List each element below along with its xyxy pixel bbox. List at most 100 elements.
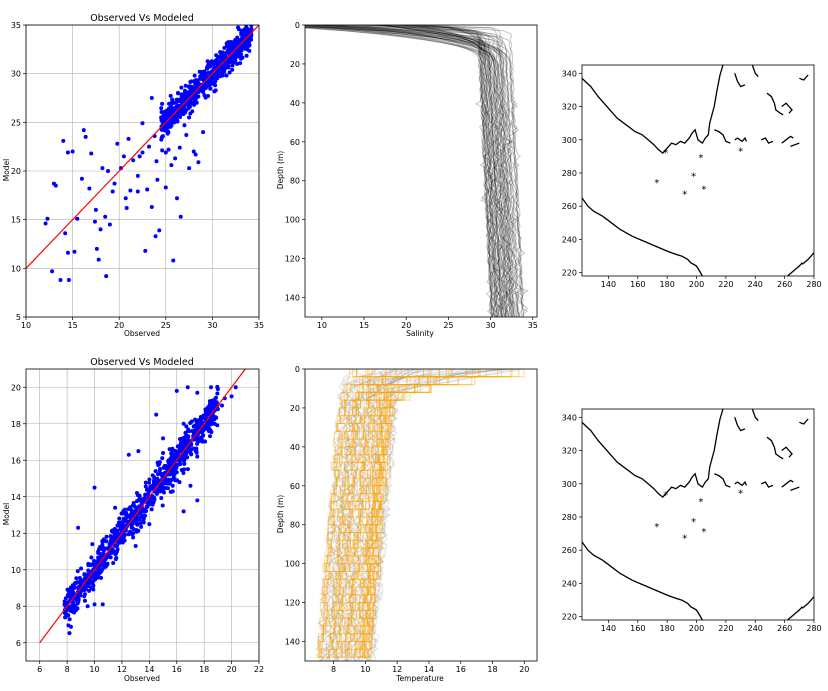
scatter-point — [187, 166, 192, 171]
salinity-profile-line — [355, 25, 500, 317]
scatter-point — [177, 449, 182, 454]
scatter-point — [93, 573, 98, 578]
scatter-point — [53, 183, 58, 188]
scatter-point — [87, 186, 92, 191]
temperature-profile-line — [331, 369, 397, 658]
scatter-point — [207, 399, 212, 404]
scatter-point — [195, 454, 200, 459]
scatter-point — [150, 473, 155, 478]
scatter-point — [126, 507, 131, 512]
scatter-point — [208, 434, 213, 439]
y-tick-label: 40 — [290, 99, 300, 108]
salinity-profile-line — [375, 25, 516, 317]
scatter-point — [123, 518, 128, 523]
scatter-point — [194, 450, 199, 455]
temperature-profile-line — [335, 369, 507, 661]
coastline-segment — [766, 92, 784, 116]
scatter-point — [179, 85, 184, 90]
scatter-point — [152, 481, 157, 486]
x-tick-label: 30 — [486, 321, 496, 330]
scatter-point — [231, 57, 236, 62]
y-tick-label: 12 — [11, 529, 21, 538]
scatter-point — [70, 592, 75, 597]
scatter-point — [177, 437, 182, 442]
temperature-profile-line — [343, 369, 453, 658]
coastline-segment — [582, 541, 703, 620]
temperature-profile-line — [336, 369, 414, 661]
scatter-point — [181, 470, 186, 475]
scatter-point — [151, 500, 156, 505]
y-tick-label: 260 — [562, 546, 577, 555]
scatter-point — [191, 424, 196, 429]
scatter-point — [63, 231, 68, 236]
temperature-profile-line — [332, 369, 398, 661]
scatter-point — [90, 542, 95, 547]
scatter-point — [193, 152, 198, 157]
temperature-profile-line — [343, 369, 431, 661]
scatter-point — [212, 61, 217, 66]
scatter-point — [195, 390, 200, 395]
scatter-point — [137, 504, 142, 509]
scatter-point — [104, 274, 109, 279]
salinity-profile-line — [307, 25, 523, 317]
temperature-profile-line — [351, 369, 398, 661]
salinity-profile-line — [305, 26, 507, 317]
scatter-point — [135, 522, 140, 527]
scatter-point — [204, 409, 209, 414]
scatter-point — [153, 234, 158, 239]
scatter-point — [230, 67, 235, 72]
scatter-point — [210, 401, 215, 406]
y-tick-label: 0 — [295, 365, 300, 374]
x-tick-label: 200 — [689, 280, 704, 289]
x-tick-label: 260 — [777, 280, 792, 289]
scatter-point — [231, 40, 236, 45]
scatter-point — [160, 101, 165, 106]
salinity-profile-line — [305, 26, 525, 317]
salinity-profile-line — [305, 26, 506, 317]
scatter-point — [177, 480, 182, 485]
scatter-point — [208, 86, 213, 91]
temperature-profile-line — [364, 369, 525, 661]
scatter-point — [184, 424, 189, 429]
scatter-point — [186, 434, 191, 439]
temperature-profile-line — [351, 369, 473, 658]
y-tick-label: 100 — [285, 216, 300, 225]
scatter-point — [191, 149, 196, 154]
scatter-point — [238, 61, 243, 66]
station-marker: * — [682, 190, 687, 201]
temperature-profile-line — [351, 369, 380, 658]
scatter-point — [66, 593, 71, 598]
scatter-point — [230, 46, 235, 51]
y-tick-label: 340 — [562, 69, 577, 78]
scatter-point — [204, 78, 209, 83]
scatter-point — [99, 575, 104, 580]
salinity-scatter-ylabel: Model — [2, 159, 11, 182]
scatter-point — [117, 540, 122, 545]
scatter-point — [107, 222, 112, 227]
scatter-point — [244, 53, 249, 58]
coastline-segment — [787, 262, 803, 276]
scatter-point — [236, 27, 241, 32]
scatter-point — [131, 501, 136, 506]
scatter-point — [215, 387, 220, 392]
temperature-profile-line — [315, 369, 360, 661]
axes-frame — [581, 64, 815, 277]
y-tick-label: 240 — [562, 579, 577, 588]
station-marker: * — [663, 148, 668, 159]
scatter-point — [177, 145, 182, 150]
x-tick-label: 140 — [601, 624, 616, 633]
scatter-point — [136, 449, 141, 454]
coastline-segment — [790, 142, 800, 148]
scatter-point — [215, 407, 220, 412]
scatter-point — [239, 46, 244, 51]
scatter-point — [128, 188, 133, 193]
salinity-profile-line — [338, 25, 513, 317]
scatter-point — [188, 111, 193, 116]
salinity-profile-line — [328, 25, 516, 317]
salinity-profile-line — [322, 25, 510, 317]
salinity-scatter-xlabel: Observed — [124, 329, 160, 338]
scatter-point — [168, 111, 173, 116]
x-tick-label: 22 — [254, 665, 264, 674]
scatter-point — [170, 483, 175, 488]
